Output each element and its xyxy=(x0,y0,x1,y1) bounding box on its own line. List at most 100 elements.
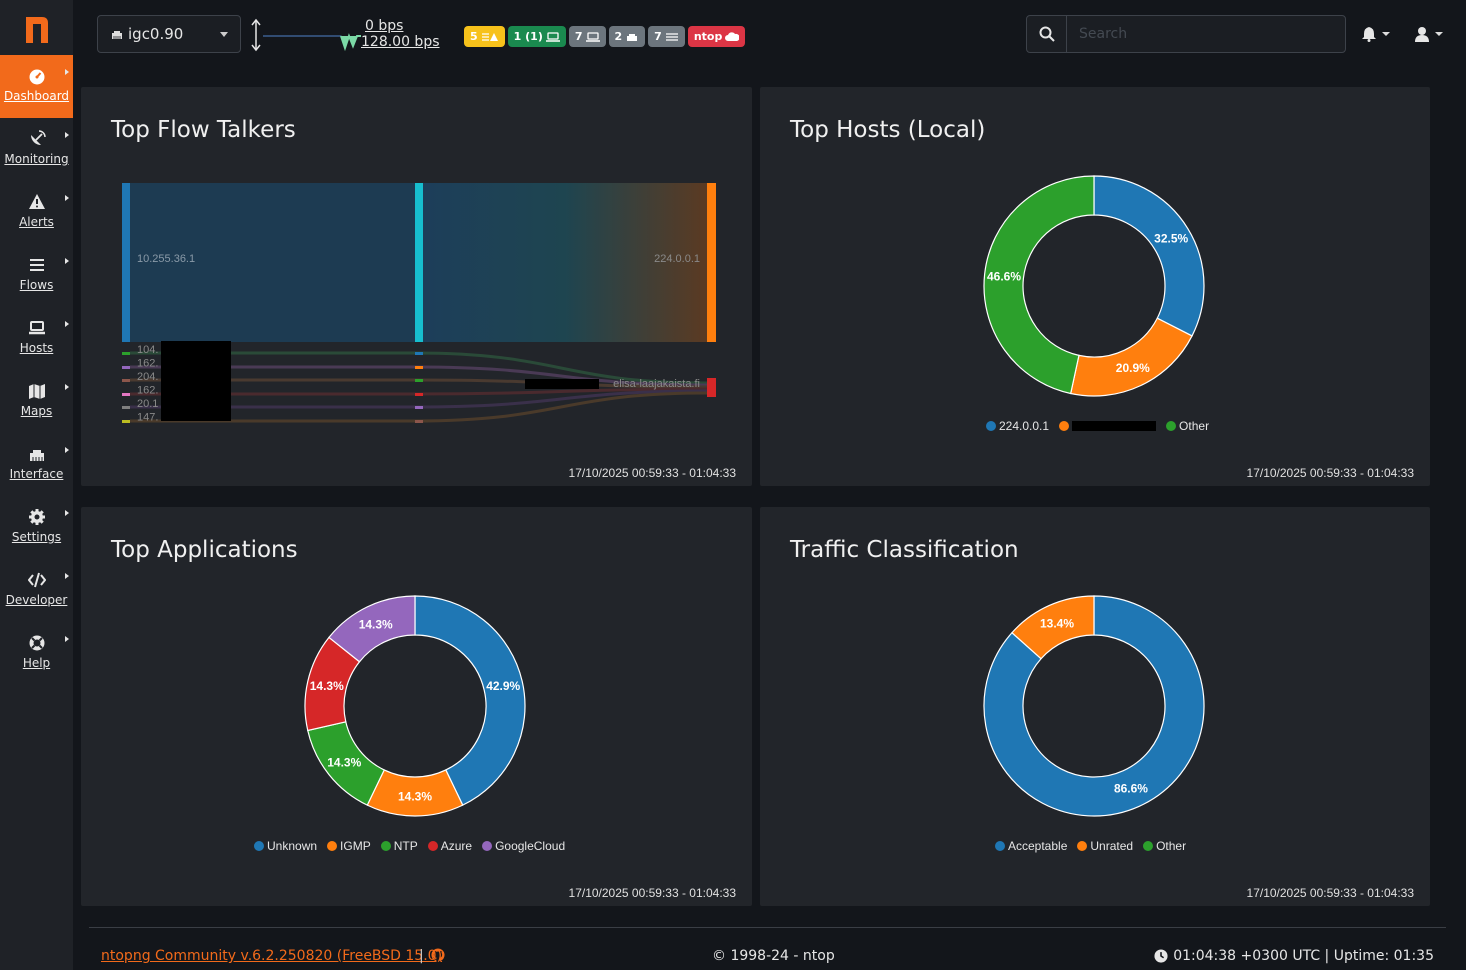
throughput-up: 0 bps xyxy=(365,18,404,34)
sidebar-item-help[interactable]: Help xyxy=(0,622,73,685)
sankey-node-small-4[interactable] xyxy=(122,393,130,396)
throughput-widget[interactable]: 0 bps 128.00 bps xyxy=(247,18,457,54)
footer-github[interactable]: | xyxy=(419,948,445,964)
sankey-node-small-dst[interactable] xyxy=(707,378,716,397)
legend-item[interactable]: Unrated xyxy=(1077,839,1133,853)
sidebar-item-monitoring[interactable]: Monitoring xyxy=(0,118,73,181)
chevron-right-icon xyxy=(65,510,69,516)
throughput-down: 128.00 bps xyxy=(361,34,440,50)
sankey-link-main-right[interactable] xyxy=(423,183,707,342)
donut-slice[interactable] xyxy=(983,595,1205,817)
sankey-node-mid[interactable] xyxy=(415,183,423,342)
sidebar-item-interface[interactable]: Interface xyxy=(0,433,73,496)
traffic-classification-card: Traffic Classification 86.6% 13.4% Accept… xyxy=(760,507,1430,906)
sidebar-item-dashboard[interactable]: Dashboard xyxy=(0,55,73,118)
sidebar-item-developer[interactable]: Developer xyxy=(0,559,73,622)
status-badge[interactable]: 7 xyxy=(648,26,685,47)
status-badge[interactable]: ntop xyxy=(687,26,746,47)
interface-select[interactable]: igc0.90 xyxy=(97,15,241,53)
sankey-label-small-src: 147. xyxy=(137,412,158,424)
legend-item[interactable]: Azure xyxy=(427,839,473,853)
chevron-right-icon xyxy=(65,321,69,327)
legend-item[interactable]: 224.0.0.1 xyxy=(986,419,1049,433)
badge-count: 2 xyxy=(614,30,623,43)
sidebar-item-settings[interactable]: Settings xyxy=(0,496,73,559)
legend-item[interactable]: GoogleCloud xyxy=(482,839,565,853)
sidebar-item-label: Monitoring xyxy=(4,152,69,166)
version-link[interactable]: ntopng Community v.6.2.250820 (FreeBSD 1… xyxy=(101,948,443,964)
satellite-dish-icon xyxy=(28,130,46,148)
status-badge[interactable]: 1 (1) xyxy=(507,26,566,47)
legend-item[interactable] xyxy=(1059,419,1157,433)
time-range: 17/10/2025 00:59:33 - 01:04:33 xyxy=(1246,886,1414,900)
sankey-node-small-2[interactable] xyxy=(122,366,130,369)
ethernet-icon xyxy=(627,33,638,41)
legend-swatch xyxy=(254,841,264,851)
search-icon xyxy=(1039,26,1055,42)
search-input[interactable] xyxy=(1067,16,1345,52)
sidebar-item-hosts[interactable]: Hosts xyxy=(0,307,73,370)
search-box xyxy=(1026,15,1346,53)
sidebar-item-flows[interactable]: Flows xyxy=(0,244,73,307)
sankey-node-small-6[interactable] xyxy=(122,420,130,423)
sankey-label-dst: 224.0.0.1 xyxy=(654,253,700,265)
donut-slice[interactable] xyxy=(1011,595,1095,660)
legend-label: IGMP xyxy=(340,839,371,853)
donut-slice[interactable] xyxy=(1069,317,1193,397)
sidebar-item-label: Developer xyxy=(5,593,68,607)
legend-label: Azure xyxy=(440,839,473,853)
search-button[interactable] xyxy=(1027,16,1067,52)
laptop-icon xyxy=(585,31,600,42)
legend-swatch xyxy=(1166,421,1177,431)
legend-item[interactable]: Unknown xyxy=(254,839,317,853)
legend-item[interactable]: Acceptable xyxy=(995,839,1067,853)
slice-label: 14.3% xyxy=(310,679,344,693)
chevron-right-icon xyxy=(65,195,69,201)
sankey-label-small-src: 162. xyxy=(137,358,158,370)
sidebar-item-maps[interactable]: Maps xyxy=(0,370,73,433)
redaction-block xyxy=(1072,421,1157,431)
footer-divider xyxy=(89,927,1446,928)
sankey-node-small-3[interactable] xyxy=(122,379,130,382)
sidebar-item-label: Dashboard xyxy=(3,89,70,103)
notifications-button[interactable] xyxy=(1361,26,1390,42)
legend-label: GoogleCloud xyxy=(495,839,566,853)
legend-item[interactable]: Other xyxy=(1166,419,1209,433)
sankey-link-main-left[interactable] xyxy=(122,183,415,342)
chevron-right-icon xyxy=(65,258,69,264)
sankey-chart: 10.255.36.1 224.0.0.1 104.162.204.162.20… xyxy=(122,183,716,424)
sankey-node-dst[interactable] xyxy=(707,183,716,342)
slice-label: 42.9% xyxy=(486,679,520,693)
legend-item[interactable]: IGMP xyxy=(327,839,371,853)
slice-label: 14.3% xyxy=(359,617,393,631)
sankey-node-small-5[interactable] xyxy=(122,406,130,409)
card-title: Traffic Classification xyxy=(790,537,1019,563)
sidebar-item-alerts[interactable]: Alerts xyxy=(0,181,73,244)
chevron-right-icon xyxy=(65,384,69,390)
legend-swatch xyxy=(1059,421,1070,431)
status-badge[interactable]: 5 xyxy=(464,26,505,47)
donut-slice[interactable] xyxy=(328,595,416,663)
traffic-classification-donut: 86.6% 13.4% xyxy=(983,595,1205,817)
sidebar-item-label: Interface xyxy=(9,467,64,481)
user-menu-button[interactable] xyxy=(1414,26,1443,42)
ethernet-icon xyxy=(28,445,46,463)
top-applications-card: Top Applications 42.9% 14.3% 14.3% 14.3% 14.… xyxy=(81,507,752,906)
warning-icon xyxy=(28,193,46,211)
ethernet-icon xyxy=(112,31,122,39)
status-badge[interactable]: 7 xyxy=(568,26,606,47)
donut-slice[interactable] xyxy=(1093,175,1205,337)
sankey-node-small-1[interactable] xyxy=(122,352,130,355)
ntop-logo[interactable] xyxy=(0,0,73,55)
legend-item[interactable]: NTP xyxy=(380,839,418,853)
donut-slice[interactable] xyxy=(983,175,1095,395)
legend-item[interactable]: Other xyxy=(1143,839,1186,853)
sankey-label-small-src: 20.1 xyxy=(137,398,158,410)
sankey-node-src[interactable] xyxy=(122,183,130,342)
legend-label: 224.0.0.1 xyxy=(999,419,1050,433)
slice-label: 20.9% xyxy=(1116,361,1150,375)
ntop-logo-icon xyxy=(25,16,48,43)
redaction-block xyxy=(525,379,599,389)
status-badge[interactable]: 2 xyxy=(608,26,646,47)
donut-slice[interactable] xyxy=(414,595,526,806)
